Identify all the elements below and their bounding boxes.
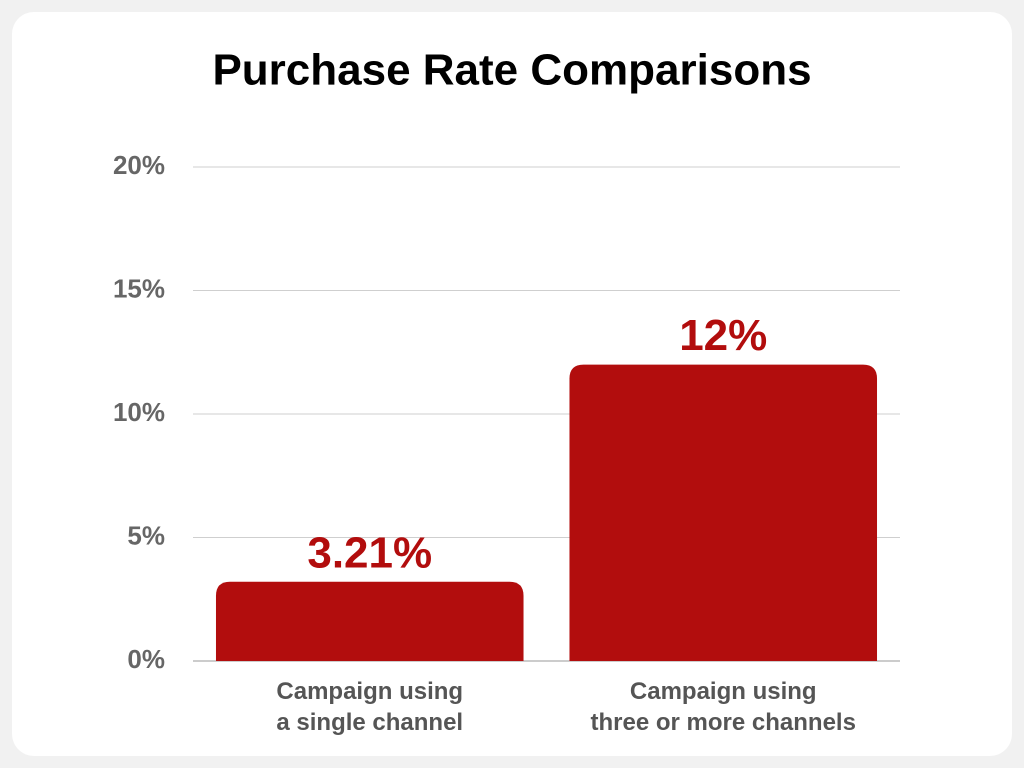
y-tick-label: 10% [113,397,165,427]
y-tick-label: 15% [113,273,165,303]
x-tick-label: Campaign using a single channel [276,678,464,736]
y-tick-label: 20% [113,150,165,180]
value-label: 12% [679,311,767,360]
bar [569,364,878,661]
y-tick-label: 0% [127,644,165,674]
y-tick-label: 5% [127,520,165,550]
value-label: 3.21% [307,528,432,577]
x-tick-label: Campaign using three or more channels [590,678,856,736]
chart-title: Purchase Rate Comparisons [212,46,811,95]
bar [215,581,524,661]
